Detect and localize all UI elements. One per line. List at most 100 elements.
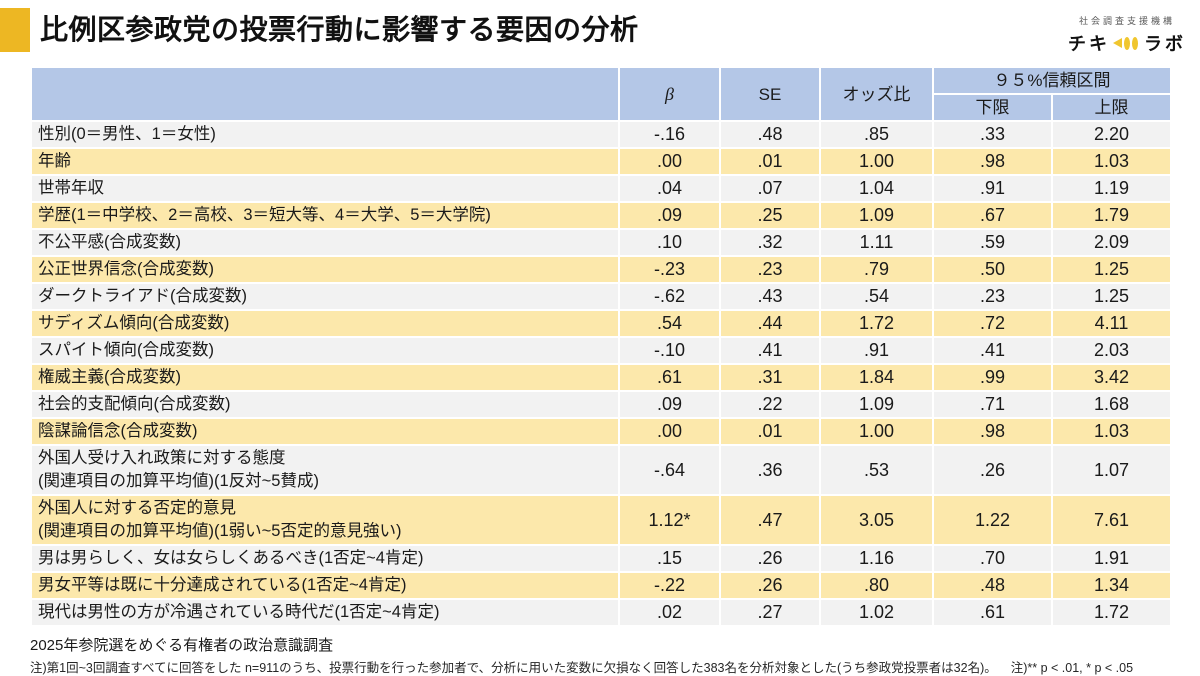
- cell-ci-lower: .72: [932, 309, 1053, 338]
- logo-brand: チキ ラボ: [1068, 30, 1186, 56]
- cell-ci-upper: 1.03: [1051, 147, 1172, 176]
- cell-se: .26: [719, 544, 821, 573]
- cell-ci-upper: 4.11: [1051, 309, 1172, 338]
- cell-variable-label: スパイト傾向(合成変数): [30, 336, 620, 365]
- cell-ci-lower: .41: [932, 336, 1053, 365]
- table-header: β SE オッズ比 ９５%信頼区間 下限 上限: [30, 66, 1172, 122]
- logo-org-name: 社会調査支援機構: [1078, 16, 1175, 26]
- cell-se: .43: [719, 282, 821, 311]
- cell-variable-label: 外国人受け入れ政策に対する態度 (関連項目の加算平均値)(1反対~5賛成): [30, 444, 620, 496]
- cell-ci-upper: 1.34: [1051, 571, 1172, 600]
- cell-variable-label: 公正世界信念(合成変数): [30, 255, 620, 284]
- cell-beta: .09: [618, 390, 721, 419]
- sample-note: 注)第1回~3回調査すべてに回答をした n=911のうち、投票行動を行った参加者…: [30, 661, 997, 675]
- cell-ci-lower: .26: [932, 444, 1053, 496]
- table-row: 年齢 .00 .01 1.00 .98 1.03: [30, 147, 1172, 176]
- cell-ci-upper: 1.25: [1051, 282, 1172, 311]
- cell-ci-lower: .91: [932, 174, 1053, 203]
- cell-variable-label: 男は男らしく、女は女らしくあるべき(1否定~4肯定): [30, 544, 620, 573]
- col-header-ci-upper: 上限: [1051, 93, 1172, 122]
- cell-se: .01: [719, 147, 821, 176]
- cell-ci-upper: 1.68: [1051, 390, 1172, 419]
- cell-beta: .09: [618, 201, 721, 230]
- table-row: 現代は男性の方が冷遇されている時代だ(1否定~4肯定) .02 .27 1.02…: [30, 598, 1172, 627]
- cell-odds-ratio: 1.00: [819, 147, 934, 176]
- cell-beta: -.22: [618, 571, 721, 600]
- cell-variable-label: 性別(0＝男性、1＝女性): [30, 120, 620, 149]
- logo-triangle-shape: [1113, 37, 1122, 48]
- cell-ci-lower: .99: [932, 363, 1053, 392]
- cell-beta: -.10: [618, 336, 721, 365]
- cell-odds-ratio: 1.11: [819, 228, 934, 257]
- cell-ci-upper: 2.09: [1051, 228, 1172, 257]
- cell-se: .48: [719, 120, 821, 149]
- col-header-beta: β: [618, 66, 721, 122]
- cell-odds-ratio: .79: [819, 255, 934, 284]
- cell-beta: .02: [618, 598, 721, 627]
- table-row: 公正世界信念(合成変数) -.23 .23 .79 .50 1.25: [30, 255, 1172, 284]
- page-title: 比例区参政党の投票行動に影響する要因の分析: [40, 14, 639, 45]
- table-row: サディズム傾向(合成変数) .54 .44 1.72 .72 4.11: [30, 309, 1172, 338]
- cell-ci-upper: 1.79: [1051, 201, 1172, 230]
- table-body: 性別(0＝男性、1＝女性) -.16 .48 .85 .33 2.20 年齢 .…: [30, 120, 1172, 627]
- cell-odds-ratio: .91: [819, 336, 934, 365]
- cell-variable-label: 不公平感(合成変数): [30, 228, 620, 257]
- cell-se: .47: [719, 494, 821, 546]
- cell-ci-upper: 7.61: [1051, 494, 1172, 546]
- table-row: スパイト傾向(合成変数) -.10 .41 .91 .41 2.03: [30, 336, 1172, 365]
- col-header-se: SE: [719, 66, 821, 122]
- cell-ci-lower: .48: [932, 571, 1053, 600]
- cell-odds-ratio: 1.09: [819, 201, 934, 230]
- cell-beta: .54: [618, 309, 721, 338]
- cell-beta: -.23: [618, 255, 721, 284]
- table-row: 権威主義(合成変数) .61 .31 1.84 .99 3.42: [30, 363, 1172, 392]
- table-row: 陰謀論信念(合成変数) .00 .01 1.00 .98 1.03: [30, 417, 1172, 446]
- cell-se: .01: [719, 417, 821, 446]
- cell-beta: .61: [618, 363, 721, 392]
- cell-ci-upper: 1.25: [1051, 255, 1172, 284]
- cell-ci-lower: .70: [932, 544, 1053, 573]
- cell-ci-lower: .59: [932, 228, 1053, 257]
- cell-se: .31: [719, 363, 821, 392]
- cell-ci-upper: 2.20: [1051, 120, 1172, 149]
- cell-odds-ratio: 1.72: [819, 309, 934, 338]
- cell-beta: -.64: [618, 444, 721, 496]
- cell-se: .23: [719, 255, 821, 284]
- cell-se: .25: [719, 201, 821, 230]
- cell-ci-lower: .23: [932, 282, 1053, 311]
- slide-footer: 2025年参院選をめぐる有権者の政治意識調査 注)第1回~3回調査すべてに回答を…: [30, 634, 1200, 676]
- table-row: 男女平等は既に十分達成されている(1否定~4肯定) -.22 .26 .80 .…: [30, 571, 1172, 600]
- cell-odds-ratio: 1.84: [819, 363, 934, 392]
- logo-brand-left: チキ: [1068, 34, 1110, 54]
- table-row: 学歴(1＝中学校、2＝高校、3＝短大等、4＝大学、5＝大学院) .09 .25 …: [30, 201, 1172, 230]
- title-block: 比例区参政党の投票行動に影響する要因の分析: [0, 8, 639, 52]
- cell-odds-ratio: .80: [819, 571, 934, 600]
- cell-se: .27: [719, 598, 821, 627]
- cell-odds-ratio: .54: [819, 282, 934, 311]
- cell-ci-lower: .50: [932, 255, 1053, 284]
- col-header-ci-lower: 下限: [932, 93, 1053, 122]
- cell-variable-label: 現代は男性の方が冷遇されている時代だ(1否定~4肯定): [30, 598, 620, 627]
- cell-se: .44: [719, 309, 821, 338]
- cell-ci-lower: .71: [932, 390, 1053, 419]
- cell-beta: -.62: [618, 282, 721, 311]
- survey-source: 2025年参院選をめぐる有権者の政治意識調査: [30, 637, 334, 654]
- cell-beta: .04: [618, 174, 721, 203]
- cell-odds-ratio: 1.02: [819, 598, 934, 627]
- cell-variable-label: 社会的支配傾向(合成変数): [30, 390, 620, 419]
- megaphone-dots-icon: [1113, 36, 1141, 51]
- cell-ci-upper: 1.91: [1051, 544, 1172, 573]
- cell-ci-upper: 2.03: [1051, 336, 1172, 365]
- table-row: 社会的支配傾向(合成変数) .09 .22 1.09 .71 1.68: [30, 390, 1172, 419]
- table-row: 世帯年収 .04 .07 1.04 .91 1.19: [30, 174, 1172, 203]
- cell-se: .22: [719, 390, 821, 419]
- col-header-ci: ９５%信頼区間: [932, 66, 1172, 95]
- cell-ci-lower: .61: [932, 598, 1053, 627]
- cell-beta: .00: [618, 147, 721, 176]
- logo-dot-shape: [1124, 36, 1130, 50]
- chikilab-logo: 社会調査支援機構 チキ ラボ: [1068, 8, 1186, 56]
- cell-ci-upper: 1.03: [1051, 417, 1172, 446]
- cell-ci-lower: .98: [932, 417, 1053, 446]
- cell-variable-label: 外国人に対する否定的意見 (関連項目の加算平均値)(1弱い~5否定的意見強い): [30, 494, 620, 546]
